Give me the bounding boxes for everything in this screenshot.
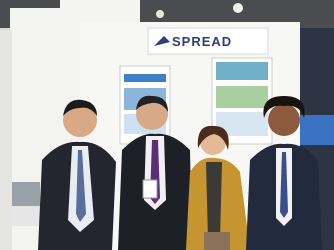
distant-booth bbox=[300, 115, 334, 145]
sign-text: SPREAD bbox=[172, 34, 232, 49]
table bbox=[10, 206, 44, 226]
laptop bbox=[12, 182, 40, 206]
poster-graphic bbox=[124, 74, 166, 82]
photo: SPREAD bbox=[0, 0, 334, 250]
ceiling-light bbox=[233, 3, 243, 13]
badge bbox=[143, 180, 157, 198]
poster-graphic bbox=[216, 62, 268, 80]
poster-graphic bbox=[216, 86, 268, 108]
ceiling-light bbox=[156, 10, 164, 18]
bag bbox=[204, 232, 230, 250]
dress bbox=[206, 162, 222, 240]
face bbox=[268, 104, 300, 136]
